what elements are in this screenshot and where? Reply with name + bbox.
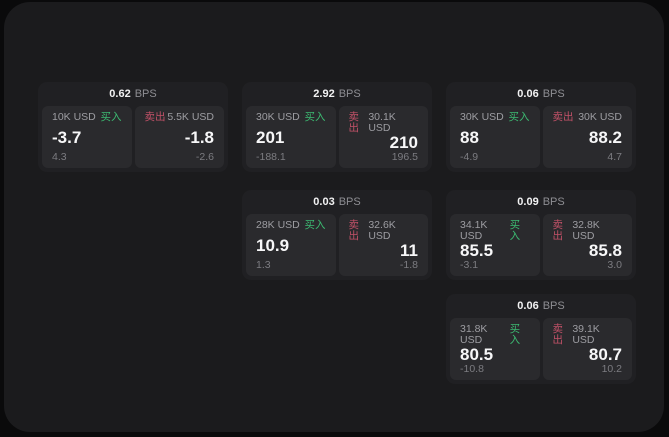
quote-panels: 31.8K USD 买入 80.5 -10.8 卖出 39.1K USD 80.… <box>446 318 636 384</box>
bps-value: 0.06 <box>517 88 539 100</box>
buy-quote-panel[interactable]: 30K USD 买入 201 -188.1 <box>246 106 336 168</box>
quote-card: 0.06 BPS 31.8K USD 买入 80.5 -10.8 卖出 39.1… <box>446 294 636 384</box>
sell-side-label: 卖出 <box>144 111 166 123</box>
sell-delta-value: -1.8 <box>399 258 418 271</box>
buy-delta-value: -4.9 <box>460 150 479 163</box>
buy-quote-value: -3.7 <box>52 127 82 147</box>
card-header: 0.62 BPS <box>38 82 228 106</box>
sell-quote-value: 88.2 <box>588 127 622 147</box>
quote-card: 2.92 BPS 30K USD 买入 201 -188.1 卖出 30.1K … <box>242 82 432 172</box>
bps-value: 0.03 <box>313 196 335 208</box>
sell-amount-label: 32.6K USD <box>368 219 396 242</box>
buy-quote-value: 88 <box>460 127 479 147</box>
bps-value: 0.62 <box>109 88 131 100</box>
buy-delta-value: 4.3 <box>52 150 67 163</box>
card-header: 0.06 BPS <box>446 294 636 318</box>
sell-quote-panel[interactable]: 卖出 32.6K USD 11 -1.8 <box>338 214 428 276</box>
buy-quote-value: 201 <box>256 127 285 147</box>
bps-unit-label: BPS <box>338 196 361 208</box>
sell-quote-value: -1.8 <box>184 127 214 147</box>
buy-quote-panel[interactable]: 31.8K USD 买入 80.5 -10.8 <box>450 318 540 380</box>
buy-quote-value: 80.5 <box>460 344 494 364</box>
quote-panels: 30K USD 买入 201 -188.1 卖出 30.1K USD 210 1… <box>242 106 432 172</box>
bps-value: 0.09 <box>517 196 539 208</box>
sell-side-label: 卖出 <box>552 219 564 242</box>
sell-amount-label: 39.1K USD <box>572 323 600 346</box>
buy-delta-value: -188.1 <box>256 150 286 163</box>
buy-side-label: 买入 <box>100 111 122 123</box>
quote-panels: 28K USD 买入 10.9 1.3 卖出 32.6K USD 11 -1.8 <box>242 214 432 280</box>
quote-panels: 34.1K USD 买入 85.5 -3.1 卖出 32.8K USD 85.8… <box>446 214 636 280</box>
buy-quote-panel[interactable]: 34.1K USD 买入 85.5 -3.1 <box>450 214 540 276</box>
buy-delta-value: -10.8 <box>460 362 484 375</box>
buy-quote-value: 85.5 <box>460 240 494 260</box>
sell-quote-value: 210 <box>389 132 418 152</box>
buy-quote-panel[interactable]: 10K USD 买入 -3.7 4.3 <box>42 106 132 168</box>
quote-panels: 10K USD 买入 -3.7 4.3 卖出 5.5K USD -1.8 -2.… <box>38 106 228 172</box>
buy-quote-value: 10.9 <box>256 235 290 255</box>
sell-quote-value: 80.7 <box>588 344 622 364</box>
sell-amount-label: 30.1K USD <box>368 111 396 134</box>
buy-amount-label: 34.1K USD <box>460 219 488 242</box>
sell-amount-label: 32.8K USD <box>572 219 600 242</box>
dark-app-surface: 0.62 BPS 10K USD 买入 -3.7 4.3 卖出 5.5K USD… <box>4 2 664 432</box>
buy-side-label: 买入 <box>304 219 326 231</box>
sell-quote-value: 11 <box>400 240 418 260</box>
sell-side-label: 卖出 <box>552 323 564 346</box>
sell-delta-value: 10.2 <box>601 362 622 375</box>
buy-amount-label: 31.8K USD <box>460 323 488 346</box>
bps-unit-label: BPS <box>338 88 361 100</box>
buy-side-label: 买入 <box>509 323 521 346</box>
buy-side-label: 买入 <box>509 219 521 242</box>
sell-quote-panel[interactable]: 卖出 39.1K USD 80.7 10.2 <box>542 318 632 380</box>
buy-side-label: 买入 <box>304 111 326 123</box>
bps-unit-label: BPS <box>542 196 565 208</box>
quote-card: 0.06 BPS 30K USD 买入 88 -4.9 卖出 30K USD 8… <box>446 82 636 172</box>
buy-quote-panel[interactable]: 28K USD 买入 10.9 1.3 <box>246 214 336 276</box>
sell-side-label: 卖出 <box>552 111 574 123</box>
quote-panels: 30K USD 买入 88 -4.9 卖出 30K USD 88.2 4.7 <box>446 106 636 172</box>
bps-unit-label: BPS <box>542 88 565 100</box>
sell-delta-value: -2.6 <box>195 150 214 163</box>
sell-delta-value: 4.7 <box>607 150 622 163</box>
sell-side-label: 卖出 <box>348 219 360 242</box>
card-header: 2.92 BPS <box>242 82 432 106</box>
card-header: 0.09 BPS <box>446 190 636 214</box>
sell-quote-panel[interactable]: 卖出 32.8K USD 85.8 3.0 <box>542 214 632 276</box>
quote-card: 0.09 BPS 34.1K USD 买入 85.5 -3.1 卖出 32.8K… <box>446 190 636 280</box>
sell-quote-value: 85.8 <box>588 240 622 260</box>
sell-amount-label: 30K USD <box>578 111 622 123</box>
card-header: 0.03 BPS <box>242 190 432 214</box>
sell-quote-panel[interactable]: 卖出 5.5K USD -1.8 -2.6 <box>134 106 224 168</box>
buy-quote-panel[interactable]: 30K USD 买入 88 -4.9 <box>450 106 540 168</box>
buy-amount-label: 10K USD <box>52 111 96 123</box>
bps-value: 0.06 <box>517 300 539 312</box>
sell-side-label: 卖出 <box>348 111 360 134</box>
sell-delta-value: 196.5 <box>391 150 418 163</box>
buy-delta-value: -3.1 <box>460 258 479 271</box>
buy-delta-value: 1.3 <box>256 258 271 271</box>
sell-quote-panel[interactable]: 卖出 30K USD 88.2 4.7 <box>542 106 632 168</box>
buy-amount-label: 28K USD <box>256 219 300 231</box>
sell-amount-label: 5.5K USD <box>167 111 214 123</box>
sell-delta-value: 3.0 <box>607 258 622 271</box>
bps-value: 2.92 <box>313 88 335 100</box>
buy-side-label: 买入 <box>508 111 530 123</box>
quote-card: 0.03 BPS 28K USD 买入 10.9 1.3 卖出 32.6K US… <box>242 190 432 280</box>
buy-amount-label: 30K USD <box>256 111 300 123</box>
bps-unit-label: BPS <box>134 88 157 100</box>
buy-amount-label: 30K USD <box>460 111 504 123</box>
card-header: 0.06 BPS <box>446 82 636 106</box>
quote-card: 0.62 BPS 10K USD 买入 -3.7 4.3 卖出 5.5K USD… <box>38 82 228 172</box>
sell-quote-panel[interactable]: 卖出 30.1K USD 210 196.5 <box>338 106 428 168</box>
bps-unit-label: BPS <box>542 300 565 312</box>
